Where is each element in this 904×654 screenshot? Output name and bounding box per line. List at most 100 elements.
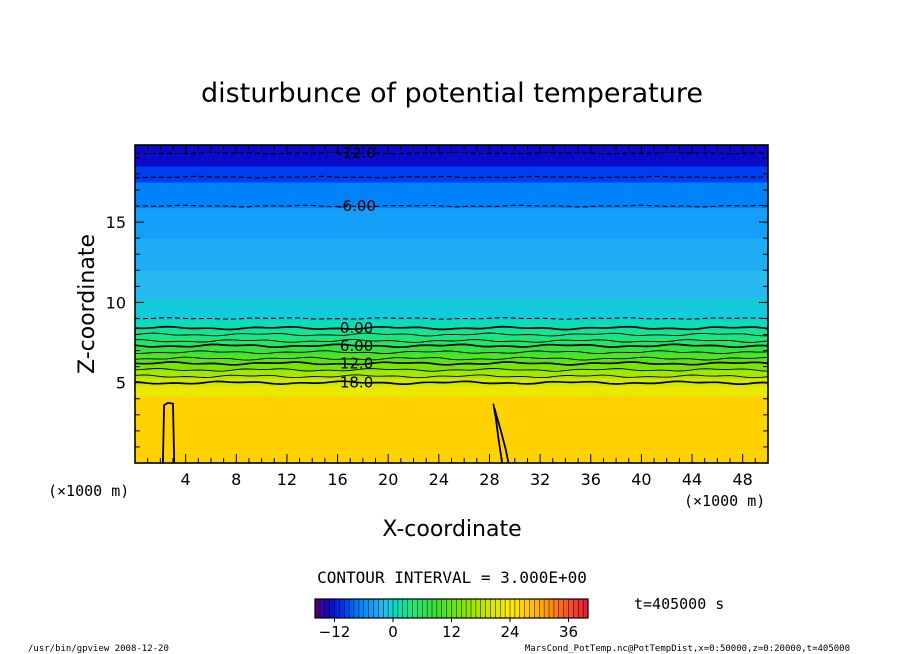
- colorbar-cell: [500, 599, 506, 618]
- colorbar-cell: [558, 599, 565, 618]
- x-tick-label: 28: [479, 470, 499, 489]
- x-unit-right: (×1000 m): [684, 492, 765, 510]
- contour-label-7: 6.00: [340, 337, 373, 355]
- x-tick-labels: 4 8 12 16 20 24 28 32 36 40 44 48: [181, 470, 753, 489]
- field-band-0: [135, 395, 768, 464]
- contour-line-positive-8: [134, 374, 769, 379]
- colorbar-cell: [368, 599, 374, 618]
- colorbar-tick-label: 0: [388, 623, 398, 641]
- colorbar-cell: [402, 599, 409, 618]
- colorbar-tick-label: 12: [442, 623, 461, 641]
- contour-label-0: -12.0: [337, 144, 376, 162]
- colorbar-cell: [466, 599, 472, 618]
- x-tick-label: 12: [277, 470, 297, 489]
- colorbar-cell: [422, 599, 428, 618]
- colorbar-cell: [441, 599, 448, 618]
- x-tick-label: 48: [733, 470, 753, 489]
- x-unit-left: (×1000 m): [48, 482, 129, 500]
- colorbar-cell: [471, 599, 477, 618]
- colorbar-cell: [354, 599, 360, 618]
- field-band-5: [135, 353, 768, 363]
- colorbar-cell: [456, 599, 462, 618]
- colorbar-cell: [319, 599, 326, 618]
- colorbar-cell: [563, 599, 569, 618]
- contour-line-closed-0: [162, 401, 176, 464]
- colorbar-cell: [329, 599, 335, 618]
- colorbar-cell: [461, 599, 467, 618]
- field-band-12: [135, 238, 768, 271]
- colorbar-cell: [373, 599, 379, 618]
- x-tick-label: 24: [429, 470, 449, 489]
- x-axis-label: X-coordinate: [382, 517, 521, 542]
- y-tick-label: 10: [106, 293, 126, 312]
- colorbar-cell: [393, 599, 399, 618]
- colorbar-cell: [514, 599, 521, 618]
- colorbar-cell: [417, 599, 423, 618]
- colorbar-cell: [412, 599, 418, 618]
- contour-interval-label: CONTOUR INTERVAL = 3.000E+00: [317, 568, 587, 587]
- contour-lines: [134, 151, 769, 464]
- field-band-3: [135, 369, 768, 379]
- colorbar-cell: [427, 599, 433, 618]
- field-band-16: [135, 145, 768, 167]
- colorbar-cell: [339, 599, 345, 618]
- contour-line-positive-6: [134, 361, 769, 366]
- colorbar-cell: [583, 599, 589, 618]
- x-tick-label: 36: [581, 470, 601, 489]
- colorbar-cell: [344, 599, 350, 618]
- contour-label-4: 0.00: [340, 319, 373, 337]
- field-band-1: [135, 385, 768, 397]
- colorbar-cell: [553, 599, 560, 618]
- colorbar-cell: [578, 599, 584, 618]
- colorbar-cell: [315, 599, 321, 618]
- colorbar-cell: [446, 599, 452, 618]
- y-axis-label: Z-coordinate: [75, 234, 100, 374]
- field-band-11: [135, 270, 768, 299]
- colorbar: [314, 599, 589, 618]
- colorbar-cell: [534, 599, 540, 618]
- contour-label-10: 12.0: [340, 354, 373, 372]
- colorbar-cell: [544, 599, 550, 618]
- contour-label-13: 18.0: [340, 374, 373, 392]
- colorbar-cell: [378, 599, 384, 618]
- colorbar-cell: [573, 599, 579, 618]
- x-tick-label: 8: [231, 470, 241, 489]
- colorbar-cell: [568, 599, 574, 618]
- colorbar-cell: [432, 599, 438, 618]
- contour-line-positive-9: [134, 380, 769, 385]
- colorbar-cell: [485, 599, 491, 618]
- axis-ticks: [134, 145, 769, 464]
- contour-line-positive-3: [134, 343, 769, 349]
- time-label: t=405000 s: [634, 595, 724, 613]
- contour-line-positive-5: [134, 356, 769, 361]
- contour-label-2: -6.00: [337, 197, 376, 215]
- colorbar-cell: [324, 599, 331, 618]
- field-band-10: [135, 297, 768, 321]
- colorbar-tick-label: 24: [500, 623, 519, 641]
- colorbar-cell: [539, 599, 545, 618]
- colorbar-tick-label: −12: [319, 623, 351, 641]
- x-tick-label: 4: [181, 470, 191, 489]
- colorbar-cell: [383, 599, 389, 618]
- colorbar-cell: [349, 599, 355, 618]
- x-tick-label: 40: [631, 470, 651, 489]
- field-band-9: [135, 320, 768, 331]
- contour-line-positive-2: [134, 339, 769, 343]
- footer-right: MarsCond_PotTemp.nc@PotTempDist,x=0:5000…: [525, 644, 850, 654]
- colorbar-cell: [495, 599, 501, 618]
- colorbar-cell: [549, 599, 555, 618]
- x-tick-label: 44: [682, 470, 702, 489]
- field-band-6: [135, 345, 768, 355]
- colorbar-cell: [480, 599, 487, 618]
- field-band-14: [135, 181, 768, 209]
- x-tick-label: 20: [378, 470, 398, 489]
- chart-title: disturbunce of potential temperature: [201, 78, 703, 109]
- footer-left: /usr/bin/gpview 2008-12-20: [28, 644, 169, 654]
- colorbar-cell: [436, 599, 443, 618]
- y-tick-labels: 5 10 15: [106, 213, 126, 393]
- contour-line-positive-1: [134, 332, 768, 337]
- colorbar-cell: [407, 599, 413, 618]
- field-bands: [135, 145, 768, 464]
